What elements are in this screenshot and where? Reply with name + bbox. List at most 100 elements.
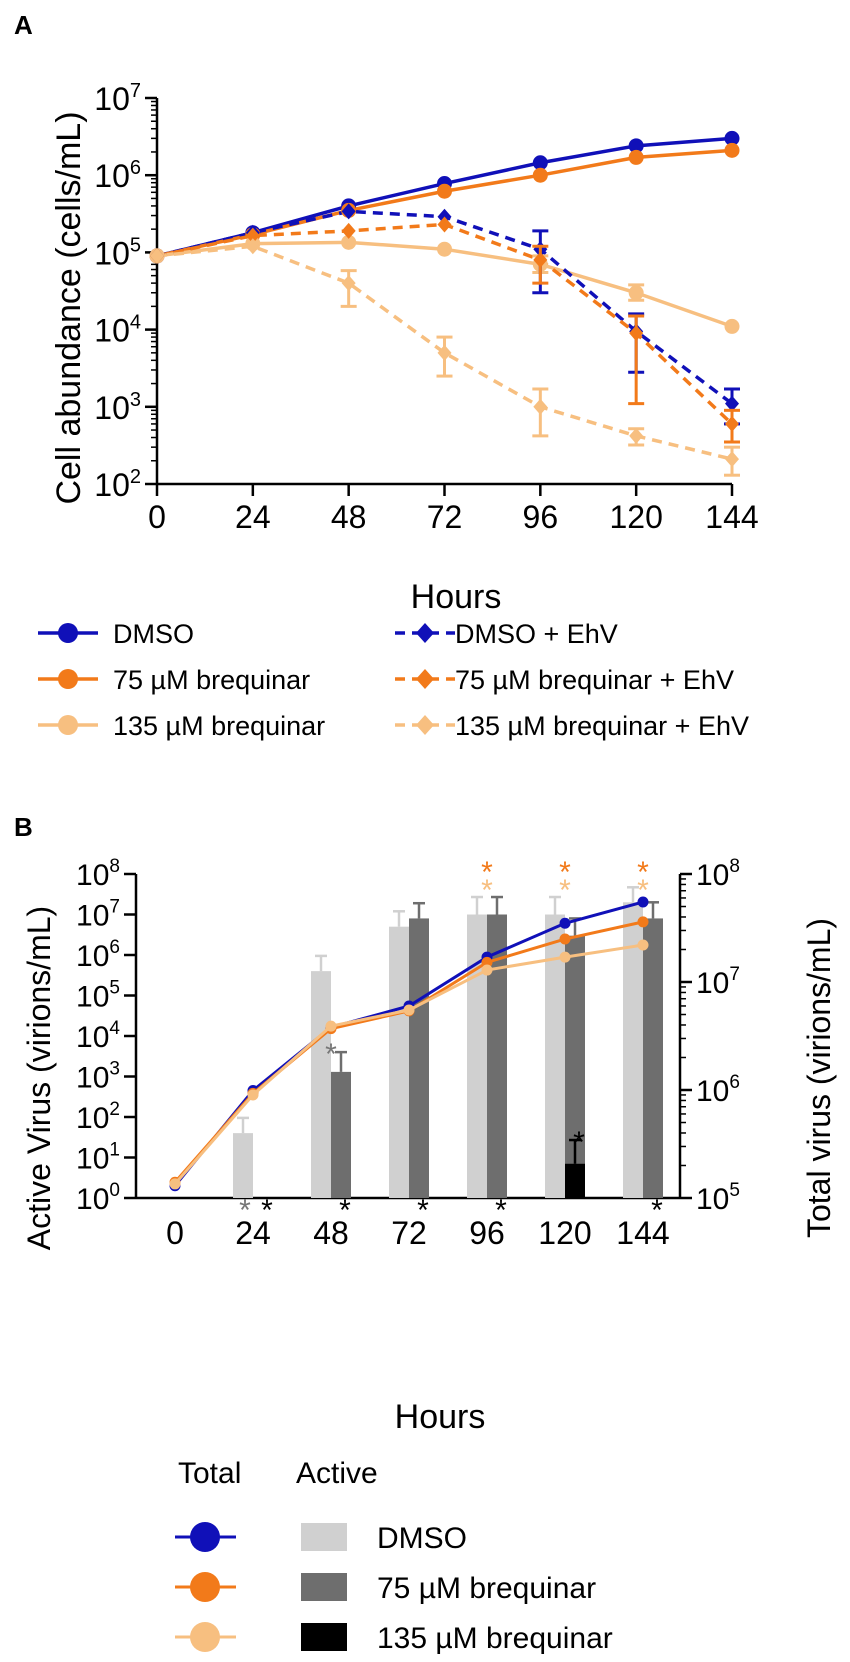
significance-star: * — [495, 1194, 507, 1227]
panel-a-x-axis-label: Hours — [411, 578, 502, 616]
series-line-75-m-brequinar — [156, 148, 733, 258]
legend-label: 135 µM brequinar + EhV — [455, 711, 749, 741]
data-point — [437, 241, 452, 257]
total-point — [247, 1089, 259, 1101]
legend-marker — [58, 623, 78, 643]
legend-label: DMSO — [113, 619, 194, 649]
legend-marker-diamond — [416, 715, 434, 735]
data-point — [532, 155, 548, 171]
panel-b-right-tick-label: 106 — [696, 1072, 740, 1108]
panel-a-y-tick-label: 105 — [94, 234, 141, 271]
panel-b-label: B — [14, 812, 33, 842]
panel-b-left-tick-label: 108 — [76, 856, 120, 892]
significance-star: * — [573, 1126, 585, 1159]
data-point — [724, 318, 740, 334]
total-point — [559, 951, 571, 963]
active-bar-75-m-brequinar — [487, 914, 507, 1198]
significance-star: * — [637, 874, 649, 907]
panel-b-x-tick-label: 72 — [391, 1215, 427, 1251]
panel-a-x-tick-label: 24 — [235, 499, 271, 535]
data-point — [724, 142, 740, 158]
panel-a-x-tick-label: 0 — [148, 499, 166, 535]
panel-b-legend: DMSO 75 µM brequinar 135 µM brequinar — [175, 1522, 613, 1655]
legend-label: DMSO — [377, 1522, 467, 1555]
data-point-diamond — [245, 238, 260, 255]
panel-b-x-axis-label: Hours — [395, 1398, 486, 1436]
active-bar-dmso — [389, 926, 409, 1198]
panel-a-x-tick-label: 72 — [427, 499, 463, 535]
panel-b-x-tick-label: 96 — [469, 1215, 505, 1251]
panel-b-left-tick-label: 100 — [76, 1180, 120, 1216]
active-bar-75-m-brequinar — [565, 935, 585, 1198]
panel-a-y-axis-label: Cell abundance (cells/mL) — [50, 111, 88, 504]
panel-b-left-tick-label: 104 — [76, 1018, 120, 1054]
legend-total-marker — [190, 1622, 220, 1652]
total-point — [559, 933, 571, 945]
panel-a-y-tick-label: 103 — [94, 389, 141, 426]
total-point — [559, 917, 571, 929]
panel-a-axes: 102 103 104 105 106 107 0 24 48 72 96 120 144 — [94, 80, 758, 535]
legend-active-swatch — [301, 1623, 347, 1651]
panel-b-left-tick-label: 105 — [76, 978, 120, 1014]
total-point — [403, 1004, 415, 1016]
significance-star: * — [325, 1038, 337, 1071]
data-point — [341, 234, 357, 250]
legend-active-swatch — [301, 1523, 347, 1551]
significance-star: * — [417, 1194, 429, 1227]
active-bar-dmso — [467, 914, 487, 1198]
data-point — [628, 138, 644, 154]
legend-marker-diamond — [416, 623, 434, 643]
data-point-diamond — [341, 203, 356, 220]
total-point — [637, 896, 649, 908]
significance-star: * — [481, 856, 493, 889]
data-point-diamond — [341, 222, 356, 239]
significance-star: * — [559, 856, 571, 889]
legend-header-active: Active — [296, 1457, 378, 1490]
panel-a-x-tick-label: 120 — [609, 499, 662, 535]
data-point-diamond — [533, 251, 548, 268]
active-bar-dmso — [233, 1133, 253, 1198]
data-point-diamond — [245, 227, 260, 244]
panel-a-legend: DMSO 75 µM brequinar 135 µM brequinar DMSO … — [38, 619, 749, 741]
legend-label: 75 µM brequinar + EhV — [455, 665, 734, 695]
panel-b-x-tick-label: 0 — [166, 1215, 184, 1251]
significance-star: * — [239, 1194, 251, 1227]
panel-b-x-tick-label: 24 — [235, 1215, 271, 1251]
panel-b-axes: 100 101 102 103 104 105 106 107 108 105 106 107 108 0… — [76, 856, 740, 1251]
legend-label: DMSO + EhV — [455, 619, 618, 649]
active-bar-75-m-brequinar — [409, 918, 429, 1198]
panel-b-x-tick-label: 144 — [616, 1215, 669, 1251]
data-point-diamond — [725, 415, 739, 432]
panel-a-y-tick-label: 104 — [94, 312, 141, 349]
panel-a-x-tick-label: 96 — [523, 499, 559, 535]
data-point-diamond — [437, 216, 452, 233]
panel-b-x-tick-label: 120 — [538, 1215, 591, 1251]
panel-a-y-tick-label: 107 — [94, 80, 141, 117]
panel-b-x-tick-label: 48 — [313, 1215, 349, 1251]
data-point-diamond — [533, 398, 548, 415]
total-point — [637, 916, 649, 928]
legend-label: 135 µM brequinar — [377, 1622, 613, 1655]
data-point-diamond — [341, 275, 356, 292]
legend-label: 75 µM brequinar — [377, 1572, 596, 1605]
panel-a-x-tick-label: 144 — [705, 499, 758, 535]
panel-a-x-tick-label: 48 — [331, 499, 367, 535]
active-bar-75-m-brequinar — [331, 1071, 351, 1198]
data-point-diamond — [437, 344, 452, 361]
panel-b-left-tick-label: 102 — [76, 1099, 120, 1135]
active-bar-135-m-brequinar — [565, 1163, 585, 1198]
data-point-diamond — [725, 451, 739, 468]
data-point-diamond — [150, 247, 164, 264]
active-bar-dmso — [311, 971, 331, 1198]
significance-star: * — [481, 874, 493, 907]
legend-marker-diamond — [416, 669, 434, 689]
data-point — [628, 149, 644, 165]
panel-b-left-tick-label: 101 — [76, 1140, 120, 1176]
panel-b-left-tick-label: 106 — [76, 937, 120, 973]
panel-b-y-axis-label-right: Total virus (virions/mL) — [801, 918, 837, 1238]
legend-header-total: Total — [178, 1457, 241, 1490]
panel-b-plot-area: * *** * ********* — [169, 856, 663, 1227]
panel-a-y-tick-label: 106 — [94, 157, 141, 194]
active-bar-75-m-brequinar — [643, 918, 663, 1198]
